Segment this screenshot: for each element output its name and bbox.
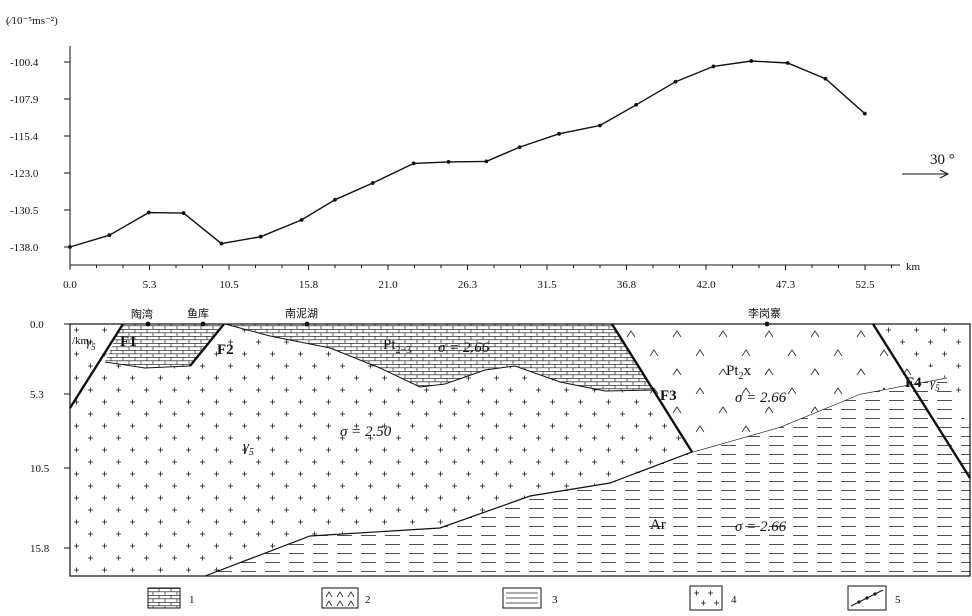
profile-point <box>862 111 867 116</box>
legend-item-4: 4 <box>689 585 737 611</box>
profile-point <box>258 234 263 239</box>
place-marker-ligangzhai: 李岗寨 <box>748 306 781 327</box>
x-tick-label: 15.8 <box>299 279 319 291</box>
fault-f2 <box>189 323 225 367</box>
profile-point <box>484 159 489 164</box>
profile-point <box>446 159 451 164</box>
y-tick-label: -107.9 <box>10 94 39 106</box>
profile-point <box>219 241 224 246</box>
legend-item-2: 2 <box>321 587 371 609</box>
direction-label: 30 ° <box>930 152 955 168</box>
depth-tick-label: 5.3 <box>30 389 44 401</box>
profile-point <box>299 218 304 222</box>
x-tick-label: 31.5 <box>537 279 557 291</box>
depth-tick-label: 10.5 <box>30 463 50 475</box>
profile-point <box>749 59 754 63</box>
x-tick-label: 52.5 <box>855 279 875 291</box>
depth-tick-label: 0.0 <box>30 319 44 331</box>
fault-label-f4: F4 <box>905 375 922 391</box>
depth-tick-label: 15.8 <box>30 543 50 555</box>
x-tick-label: 26.3 <box>458 279 478 291</box>
profile-point <box>333 197 337 202</box>
profile-point <box>711 64 716 69</box>
svg-text:5: 5 <box>895 594 901 606</box>
profile-point <box>517 145 522 150</box>
profile-point <box>411 161 416 166</box>
legend: 1 2 3 4 <box>147 585 901 611</box>
geologic-cross-section: 0.0 5.3 10.5 15.8 /km F1 F2 F3 F4 陶湾 鱼库 南泥湖… <box>30 306 972 577</box>
unit-label-gamma5-center: γ5 <box>243 439 254 458</box>
unit-label-ar: Ar <box>650 517 666 533</box>
profile-point <box>68 245 72 249</box>
svg-text:陶湾: 陶湾 <box>131 307 153 321</box>
y-tick-label: -100.4 <box>10 57 39 69</box>
profile-point <box>181 211 186 215</box>
x-tick-label: 10.5 <box>219 279 239 291</box>
svg-text:南泥湖: 南泥湖 <box>285 307 318 320</box>
fault-label-f2: F2 <box>217 342 234 358</box>
x-tick-label: 21.0 <box>378 279 398 291</box>
x-tick-label: 42.0 <box>696 279 716 291</box>
profile-point <box>107 233 112 238</box>
profile-point <box>598 123 602 128</box>
y-tick-label: -138.0 <box>10 242 39 254</box>
y-tick-label: -130.5 <box>10 205 39 217</box>
section-frame <box>69 323 971 577</box>
density-label-pt2x: σ = 2.66 <box>735 390 787 406</box>
y-unit-label: (⁄10⁻⁵ms⁻²) <box>6 15 58 27</box>
unit-label-gamma5-left: γ5 <box>86 334 96 352</box>
svg-text:2: 2 <box>365 594 371 606</box>
depth-axis-ticks: 0.0 5.3 10.5 15.8 <box>30 319 70 555</box>
unit-label-pt2-3: Pt2−3 <box>383 337 411 356</box>
profile-point <box>785 61 790 65</box>
place-marker-yuku: 鱼库 <box>187 306 209 327</box>
profile-point <box>634 102 639 107</box>
x-tick-label: 36.8 <box>617 279 637 291</box>
y-axis-ticks: -100.4 -107.9 -115.4 -123.0 -130.5 -138.0 <box>10 57 70 254</box>
profile-points <box>68 59 867 249</box>
density-label-pt2-3: σ = 2.66 <box>438 340 490 356</box>
fault-f1 <box>68 323 125 409</box>
profile-point <box>673 79 678 84</box>
legend-item-5: 5 <box>847 585 901 611</box>
fault-f4 <box>871 323 972 479</box>
x-tick-label: 5.3 <box>143 279 157 291</box>
profile-point <box>557 131 561 136</box>
fault-label-f1: F1 <box>120 334 137 350</box>
svg-text:1: 1 <box>189 594 195 606</box>
unit-label-pt2x: Pt2x <box>726 363 752 382</box>
svg-text:3: 3 <box>552 594 558 606</box>
x-unit-label: km <box>906 261 921 273</box>
x-axis-ticks: 0.0 5.3 10.5 15.8 21.0 26.3 31.5 36.8 42.0 47.3 52… <box>63 265 892 291</box>
place-marker-taowan: 陶湾 <box>131 307 153 327</box>
y-tick-label: -115.4 <box>10 131 39 143</box>
profile-point <box>823 76 828 81</box>
x-tick-label: 0.0 <box>63 279 77 291</box>
depth-unit-label: /km <box>72 335 90 347</box>
svg-text:4: 4 <box>731 594 737 606</box>
legend-item-1: 1 <box>147 587 195 609</box>
x-tick-label: 47.3 <box>776 279 796 291</box>
fault-f3 <box>610 323 694 453</box>
density-label-ar: σ = 2.66 <box>735 519 787 535</box>
y-tick-label: -123.0 <box>10 168 39 180</box>
svg-text:鱼库: 鱼库 <box>187 306 209 320</box>
direction-arrow-icon <box>902 169 950 179</box>
profile-point <box>146 210 151 215</box>
place-marker-nanniHu: 南泥湖 <box>285 307 318 327</box>
legend-item-3: 3 <box>502 587 558 609</box>
unit-label-gamma5-right: γ5 <box>930 375 940 393</box>
svg-text:李岗寨: 李岗寨 <box>748 306 781 320</box>
profile-point <box>370 181 375 185</box>
gravity-anomaly-line <box>69 60 866 248</box>
fault-label-f3: F3 <box>660 388 677 404</box>
gravity-profile-chart: (⁄10⁻⁵ms⁻²) -100.4 -107.9 -115.4 -123.0 -130… <box>6 15 955 291</box>
density-label-granite: σ = 2.50 <box>340 424 392 440</box>
